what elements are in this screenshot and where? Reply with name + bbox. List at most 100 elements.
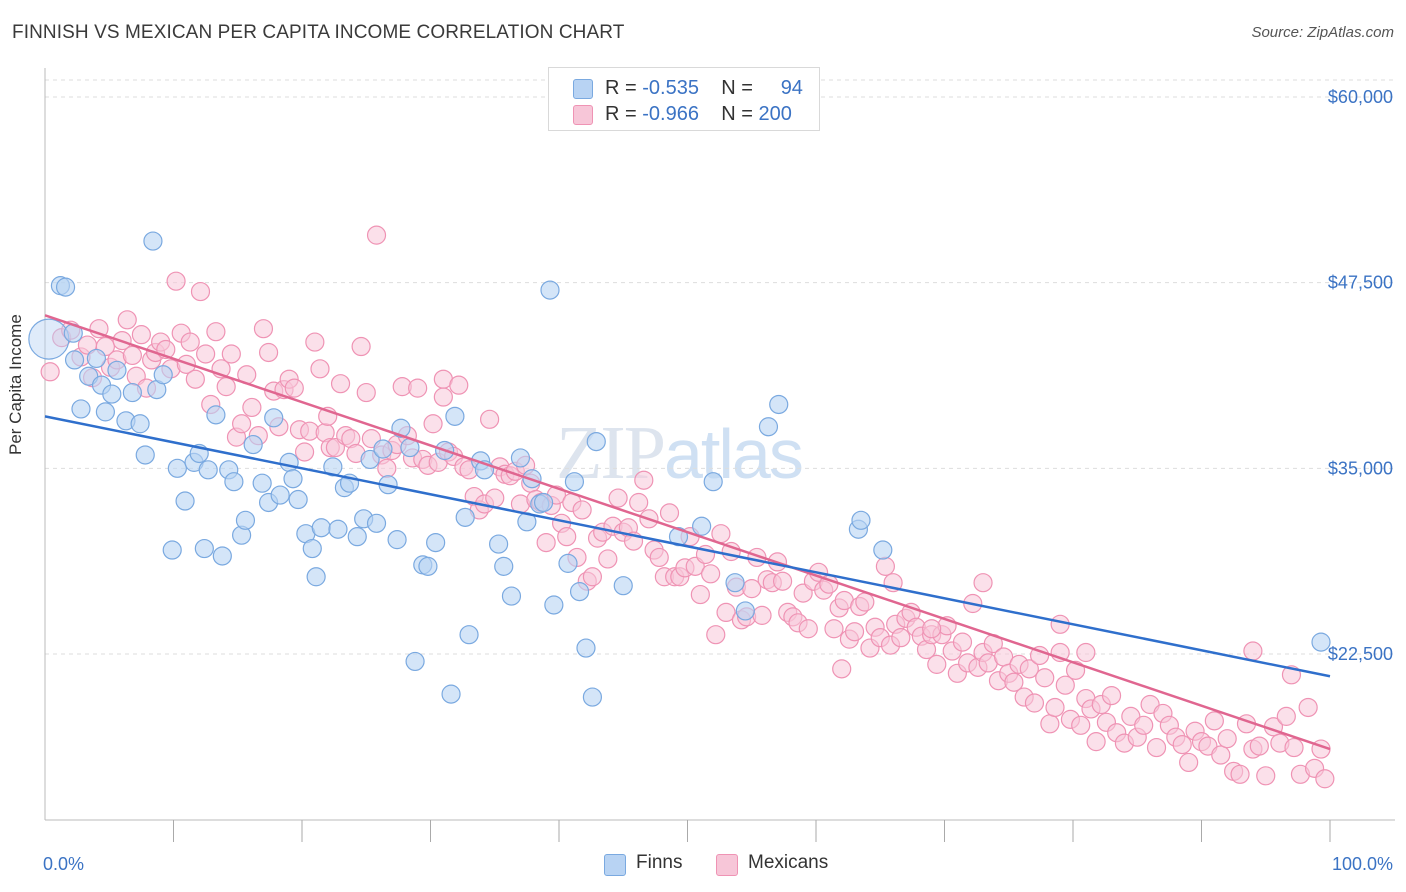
finns-point [360, 449, 380, 470]
mexicans-point [752, 605, 772, 625]
source-label: Source: ZipAtlas.com [1251, 24, 1394, 41]
finns-point [102, 384, 122, 404]
finns-point [288, 489, 308, 510]
mexicans-point [485, 488, 505, 508]
mexicans-point [1298, 697, 1318, 718]
mexicans-point [166, 271, 186, 291]
r-label: R = [605, 77, 643, 99]
mexicans-point [1035, 668, 1055, 688]
mexicans-point [330, 374, 351, 394]
finns-point [107, 360, 127, 380]
finns-point [455, 507, 475, 527]
mexicans-point [922, 619, 942, 639]
finns-point [445, 406, 465, 426]
mexicans-point [1315, 769, 1335, 789]
finns-point [533, 492, 554, 513]
mexicans-point [582, 567, 603, 587]
finns-point [501, 586, 522, 606]
mexicans-point [122, 345, 142, 366]
mexicans-point [408, 378, 428, 398]
finns-point [366, 513, 387, 533]
mexicans-point [40, 362, 60, 382]
finns-point [586, 431, 606, 452]
finns-point [86, 348, 107, 369]
watermark-atlas: atlas [664, 415, 804, 493]
mexicans-point [1276, 706, 1296, 726]
finns-point [224, 472, 244, 492]
trend-lines [44, 314, 1331, 751]
finns-point [302, 538, 322, 559]
finns-point [540, 280, 560, 300]
n-value-mexicans: 200 [758, 103, 792, 125]
mexicans-point [973, 573, 993, 593]
mexicans-point [449, 375, 469, 395]
mexicans-point [423, 414, 443, 434]
finns-point [264, 408, 284, 428]
mexicans-point [1045, 697, 1065, 718]
mexicans-point [433, 387, 453, 407]
mexicans-point [1055, 675, 1075, 695]
y-tick-label: $22,500 [1328, 644, 1393, 664]
mexicans-point [1172, 735, 1192, 755]
mexicans-point [572, 500, 592, 520]
mexicans-trend-line [44, 314, 1331, 751]
mexicans-point [608, 488, 628, 508]
legend-finns-label: Finns [636, 852, 683, 873]
n-label: N = [721, 77, 759, 99]
finns-point [206, 405, 226, 425]
mexicans-point [294, 442, 315, 462]
mexicans-point [557, 527, 577, 547]
mexicans-point [855, 592, 875, 612]
mexicans-point [377, 458, 397, 478]
finns-point [758, 417, 779, 437]
y-tick-label: $47,500 [1328, 273, 1393, 293]
finns-point [347, 527, 367, 547]
finns-point [703, 472, 723, 492]
r-value-mexicans: -0.966 [642, 103, 699, 125]
mexicans-point [952, 632, 973, 652]
mexicans-point [1024, 693, 1045, 713]
n-label: N = [721, 103, 759, 125]
mexicans-point [716, 602, 736, 623]
mexicans-point [1243, 641, 1263, 661]
mexicans-point [242, 397, 262, 418]
mexicans-point [629, 492, 649, 513]
mexicans-point [253, 319, 274, 339]
finns-point [459, 625, 479, 645]
mexicans-point [196, 344, 216, 364]
y-tick-label: $60,000 [1328, 87, 1393, 107]
finns-point [582, 687, 603, 707]
finns-point [735, 601, 755, 621]
finns-point [212, 546, 232, 566]
mexicans-point [356, 382, 376, 403]
finns-point [576, 638, 596, 658]
mexicans-point [1029, 645, 1050, 666]
mexicans-point [832, 659, 852, 679]
mexicans-point [284, 378, 304, 398]
mexicans-point [232, 414, 252, 434]
mexicans-point [185, 369, 205, 389]
legend-finns-text: R = -0.535 N = 94 [605, 77, 803, 100]
finns-point [71, 399, 91, 419]
finns-point [564, 472, 585, 492]
mexicans-point [216, 377, 236, 397]
finns-point [510, 448, 531, 468]
mexicans-point [649, 547, 669, 568]
finns-point [194, 538, 214, 559]
finns-point [279, 452, 299, 472]
mexicans-point [1211, 745, 1231, 765]
series-mexicans-points [40, 225, 1335, 789]
mexicans-point [258, 342, 279, 363]
finns-point [418, 556, 438, 576]
finns-point [175, 491, 195, 511]
finns-point [167, 458, 187, 478]
mexicans-point [1134, 715, 1154, 735]
mexicans-swatch [573, 105, 593, 125]
mexicans-point [366, 225, 387, 245]
finns-point [153, 365, 173, 385]
stats-legend: R = -0.535 N = 94 R = -0.966 N = 200 [548, 67, 820, 131]
finns-point [311, 518, 331, 538]
mexicans-point [1086, 732, 1106, 752]
finns-point [130, 414, 150, 434]
finns-point [235, 510, 256, 530]
